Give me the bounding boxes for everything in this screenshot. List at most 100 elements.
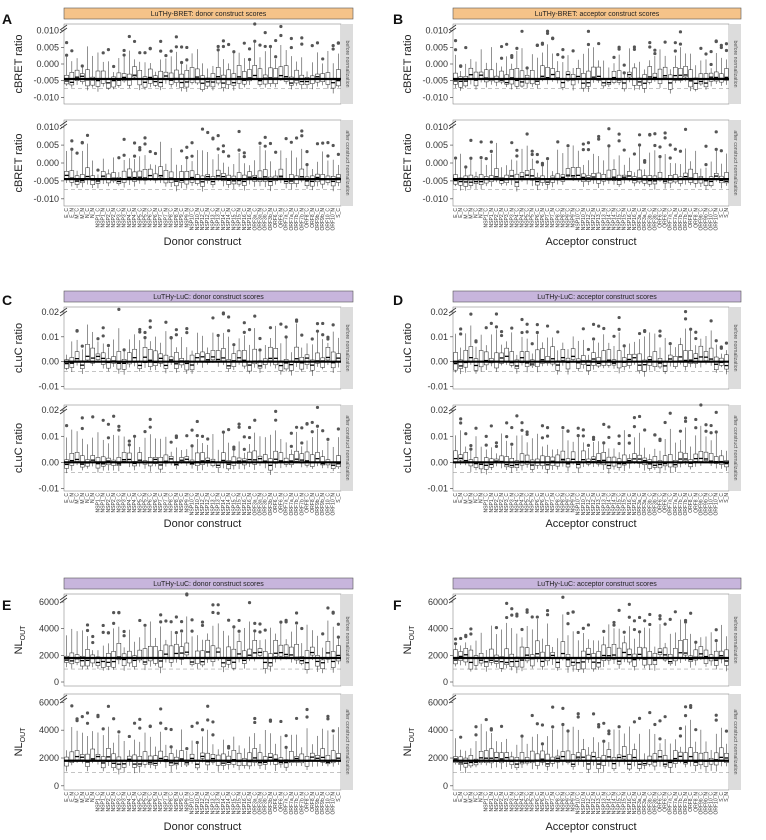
x-tick-label: NSP15_N [237,493,243,516]
outlier-point [148,46,152,50]
outlier-point [65,424,69,428]
y-tick-label: 0.02 [41,307,59,317]
outlier-point [714,147,718,151]
x-tick-label: NSP12_N [205,493,211,516]
box [662,361,668,372]
box [601,644,606,661]
box [294,756,299,763]
x-tick-label: NSP8_N [174,792,180,812]
x-tick-label: NSP14_C [221,792,227,815]
outlier-point [494,312,499,316]
box [69,170,75,183]
box [662,647,668,661]
outlier-point [169,745,173,749]
outlier-point [305,162,309,167]
box [601,452,606,466]
outlier-point [326,606,330,610]
outlier-point [284,734,288,738]
x-tick-label: NSP12_C [586,208,592,231]
box [252,748,258,763]
outlier-point [211,603,215,607]
outlier-point [678,429,683,433]
outlier-point [612,334,616,338]
x-tick-label: NSP3_C [504,208,510,228]
x-tick-label: NSP4_N [132,493,138,513]
panel-title: LuTHy-LuC: donor construct scores [153,581,264,588]
outlier-point [453,642,458,646]
box [247,361,252,372]
box [458,76,463,88]
x-tick-label: NSP9_C [179,208,185,228]
outlier-point [668,411,672,415]
x-tick-label: NSP15_C [617,493,623,516]
outlier-point [724,341,729,345]
outlier-point [551,725,555,729]
x-tick-label: NSP1_N [101,493,107,513]
outlier-point [326,141,330,145]
outlier-point [138,726,142,730]
outlier-point [658,719,662,723]
outlier-point [112,621,116,625]
outlier-point [459,332,463,336]
outlier-point [694,417,698,422]
box [184,171,190,185]
axis-break-mark [448,27,457,34]
x-tick-label: M_C [75,493,81,504]
box [153,75,158,86]
outlier-point [714,410,718,414]
outlier-point [459,735,463,739]
box [304,451,310,466]
outlier-point [530,713,534,718]
y-tick-label: 0.000 [36,158,59,168]
box [215,169,221,179]
box [205,639,210,660]
outlier-point [321,57,325,61]
x-tick-label: NSP3_C [504,493,510,513]
outlier-point [127,439,131,443]
x-tick-label: NSP3_N [122,208,128,228]
x-tick-label: ORF10_C [709,493,715,516]
x-tick-label: ORF3a_N [257,493,263,516]
box [683,66,688,78]
x-tick-label: NSP12_C [586,493,592,516]
outlier-point [561,426,565,430]
box [116,351,122,370]
outlier-point [622,148,626,152]
outlier-point [289,431,293,435]
outlier-point [571,610,575,614]
outlier-point [494,441,499,445]
box [504,347,509,362]
x-tick-label: NSP4_C [514,792,520,812]
x-tick-label: NSP8_C [555,208,561,228]
axis-break-mark [59,310,68,317]
box [576,358,581,369]
outlier-point [300,36,304,40]
outlier-point [663,420,667,425]
box [530,359,535,367]
box [524,454,530,465]
x-tick-label: E_C [64,208,70,218]
outlier-point [143,330,147,335]
y-tick-label: 0.00 [41,457,59,467]
box [596,757,601,769]
outlier-point [617,434,621,438]
x-tick-label: NSP14_C [606,208,612,231]
box [100,756,106,769]
outlier-point [132,39,137,44]
outlier-point [535,43,539,47]
x-tick-label: NSP10_N [581,493,587,516]
outlier-point [617,315,621,320]
facet-label: after construct normalization [732,415,738,480]
axis-break-mark [448,310,457,317]
y-tick-label: 4000 [428,725,448,735]
outlier-point [263,30,267,35]
outlier-point [268,719,273,723]
x-tick-label: NSP1_N [489,493,495,513]
box [142,648,148,665]
box [289,646,294,659]
outlier-point [561,706,565,710]
outlier-point [200,434,205,438]
box [453,649,458,665]
facet-strip [730,120,741,206]
outlier-point [648,132,652,137]
